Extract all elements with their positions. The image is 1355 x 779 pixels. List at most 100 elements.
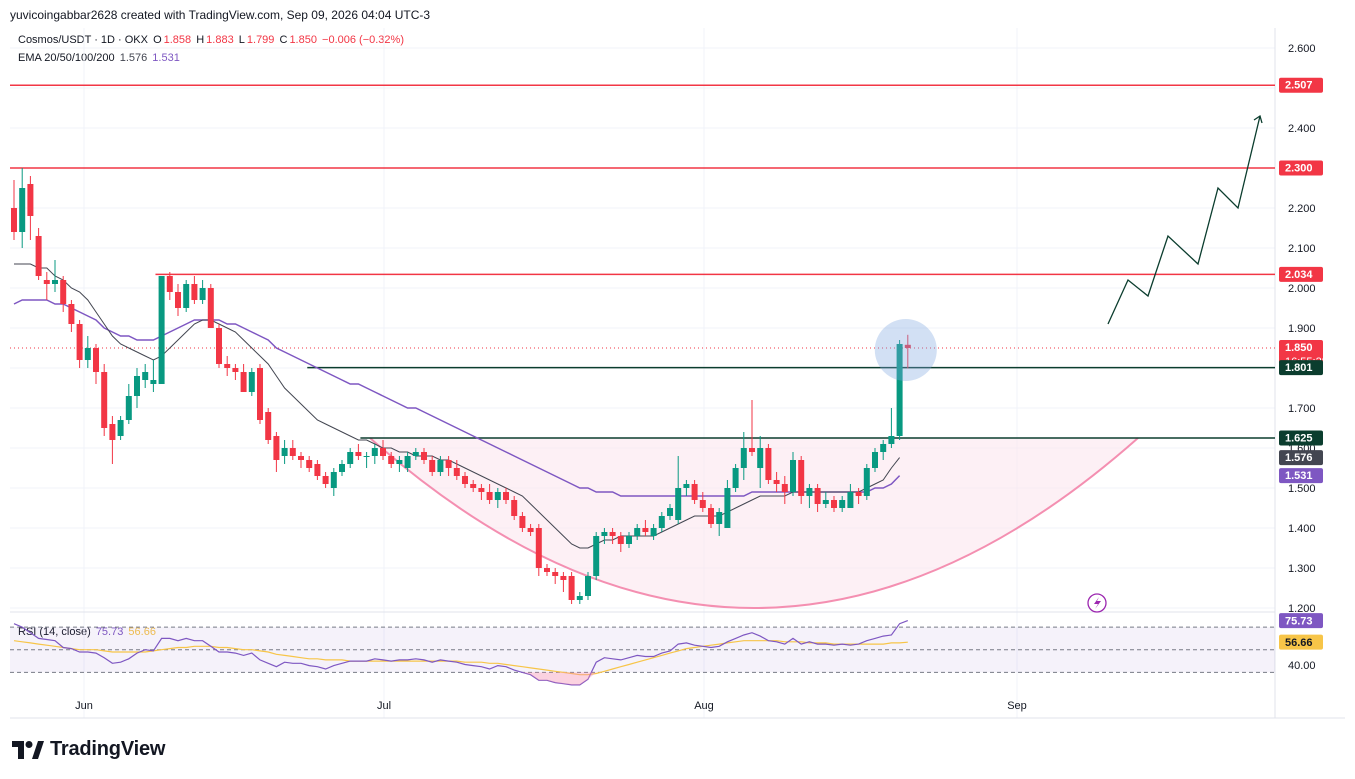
projection-arrowhead xyxy=(1253,114,1263,124)
price-badge xyxy=(1279,450,1323,466)
price-badge xyxy=(1279,266,1323,282)
candle-body xyxy=(289,448,296,456)
price-badge-label: 1.801 xyxy=(1285,362,1313,374)
candle-body xyxy=(232,368,239,372)
open-label: O xyxy=(153,34,162,46)
candle-body xyxy=(453,468,460,476)
y-tick-label: 2.200 xyxy=(1288,203,1316,215)
candle-body xyxy=(462,476,468,484)
y-tick-label: 2.100 xyxy=(1288,243,1316,255)
candle-body xyxy=(339,464,345,472)
candle-body xyxy=(330,472,337,488)
candle-body xyxy=(650,528,657,536)
candle-body xyxy=(642,528,649,532)
candle-body xyxy=(896,344,903,436)
candle-body xyxy=(158,276,165,384)
rsi-badge xyxy=(1279,613,1323,629)
candle-body xyxy=(699,500,706,508)
candle-body xyxy=(150,380,157,384)
candle-body xyxy=(576,596,583,600)
candle-body xyxy=(19,188,26,232)
candle-body xyxy=(470,484,477,488)
candle-body xyxy=(847,492,854,508)
candle-body xyxy=(667,508,673,516)
candle-body xyxy=(355,452,362,456)
rsi-value: 75.73 xyxy=(95,626,124,638)
candle-body xyxy=(183,284,190,308)
candle-body xyxy=(273,436,280,460)
candle-body xyxy=(790,460,796,492)
candle-body xyxy=(634,528,641,536)
candle-body xyxy=(117,420,124,436)
candle-body xyxy=(888,436,895,444)
candle-body xyxy=(609,532,616,536)
x-tick-label: Jul xyxy=(377,700,391,712)
candle-body xyxy=(675,488,682,520)
price-badge xyxy=(1279,77,1323,93)
y-tick-label: 1.700 xyxy=(1288,403,1316,415)
y-tick-label: 1.900 xyxy=(1288,323,1316,335)
candle-body xyxy=(43,280,50,284)
tradingview-logo[interactable]: TradingView xyxy=(12,738,165,761)
ema20-value: 1.576 xyxy=(119,52,148,64)
candle-body xyxy=(880,444,887,452)
candle-body xyxy=(617,536,624,544)
candle-body xyxy=(52,280,58,284)
candle-body xyxy=(839,500,846,508)
candle-body xyxy=(437,460,444,472)
candle-body xyxy=(35,236,42,276)
symbol-legend: Cosmos/USDT · 1D · OKX O 1.858 H 1.883 L 1.… xyxy=(18,34,406,46)
candle-body xyxy=(552,572,559,576)
candle-body xyxy=(765,448,772,480)
rsi-badge xyxy=(1279,634,1323,650)
rsi-label: RSI (14, close) xyxy=(18,626,91,638)
price-badge-label: 2.300 xyxy=(1285,163,1313,175)
candle-body xyxy=(593,536,600,576)
candle-body xyxy=(822,500,829,504)
candle-body xyxy=(798,460,805,496)
candle-body xyxy=(404,456,411,468)
ema-legend[interactable]: EMA 20/50/100/200 1.576 1.531 xyxy=(18,52,182,64)
price-badge xyxy=(1279,160,1323,176)
candle-body xyxy=(863,468,870,496)
candle-body xyxy=(191,284,198,300)
symbol-title[interactable]: Cosmos/USDT · 1D · OKX xyxy=(18,34,148,46)
rsi-legend[interactable]: RSI (14, close) 75.73 56.66 xyxy=(18,626,158,638)
ema50-value: 1.531 xyxy=(152,52,180,64)
rsi-oversold-fill xyxy=(522,672,597,685)
candle-body xyxy=(445,460,452,468)
ema-label: EMA 20/50/100/200 xyxy=(18,52,115,64)
projection-path[interactable] xyxy=(1107,115,1261,325)
candle-body xyxy=(125,396,132,420)
candle-body xyxy=(371,448,378,456)
candle-body xyxy=(298,456,304,460)
rsi-ma-line xyxy=(13,640,908,676)
candle-body xyxy=(101,372,108,428)
rsi-badge-label: 75.73 xyxy=(1285,616,1313,628)
cup-fill xyxy=(370,438,1138,608)
y-tick-label: 2.600 xyxy=(1288,43,1316,55)
change-value: −0.006 (−0.32%) xyxy=(322,34,404,46)
y-tick-label: 1.500 xyxy=(1288,483,1316,495)
candle-body xyxy=(740,448,747,468)
candle-body xyxy=(93,348,99,372)
candle-body xyxy=(84,348,91,360)
candle-body xyxy=(175,292,181,308)
rsi-badge-label: 56.66 xyxy=(1285,637,1313,649)
candle-body xyxy=(814,488,821,504)
candle-body xyxy=(855,492,862,496)
candle-body xyxy=(757,448,764,468)
y-tick-label: 1.400 xyxy=(1288,523,1316,535)
candle-body xyxy=(363,456,370,457)
rsi-axis-label: 40.00 xyxy=(1288,660,1316,672)
candle-body xyxy=(166,276,173,292)
candle-body xyxy=(691,484,698,500)
low-value: 1.799 xyxy=(246,34,275,46)
y-tick-label: 1.300 xyxy=(1288,563,1316,575)
cup-arc xyxy=(369,437,1139,609)
candle-body xyxy=(535,528,542,568)
candle-body xyxy=(773,480,780,484)
candle-body xyxy=(281,448,288,456)
candle-body xyxy=(781,484,788,492)
